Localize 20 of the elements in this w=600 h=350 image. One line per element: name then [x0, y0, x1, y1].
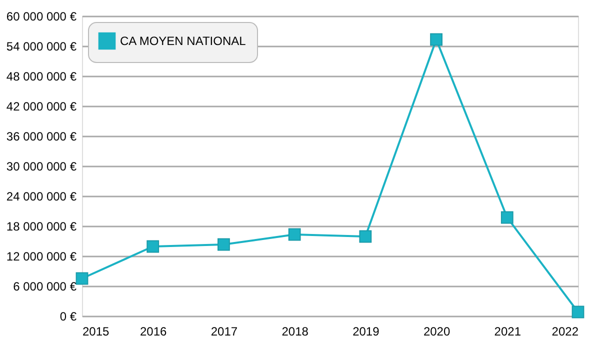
y-tick-label: 42 000 000 €: [6, 100, 77, 114]
x-tick-label: 2020: [423, 324, 450, 338]
x-tick-label: 2016: [140, 324, 168, 338]
x-tick-label: 2018: [282, 324, 309, 338]
y-tick-label: 18 000 000 €: [6, 220, 77, 234]
x-tick-label: 2017: [210, 324, 238, 338]
x-tick-label: 2015: [82, 324, 110, 338]
y-tick-label: 54 000 000 €: [6, 40, 77, 54]
y-tick-label: 0 €: [60, 310, 77, 324]
legend-label: CA MOYEN NATIONAL: [120, 34, 246, 48]
y-tick-label: 24 000 000 €: [6, 190, 77, 204]
x-tick-label: 2019: [352, 324, 380, 338]
x-tick-label: 2021: [494, 324, 522, 338]
y-tick-label: 6 000 000 €: [13, 280, 77, 294]
y-tick-label: 30 000 000 €: [6, 160, 77, 174]
x-tick-label: 2022: [552, 324, 579, 338]
y-tick-label: 48 000 000 €: [6, 70, 77, 84]
y-tick-label: 12 000 000 €: [6, 250, 77, 264]
y-tick-label: 60 000 000 €: [6, 10, 77, 24]
y-tick-label: 36 000 000 €: [6, 130, 77, 144]
